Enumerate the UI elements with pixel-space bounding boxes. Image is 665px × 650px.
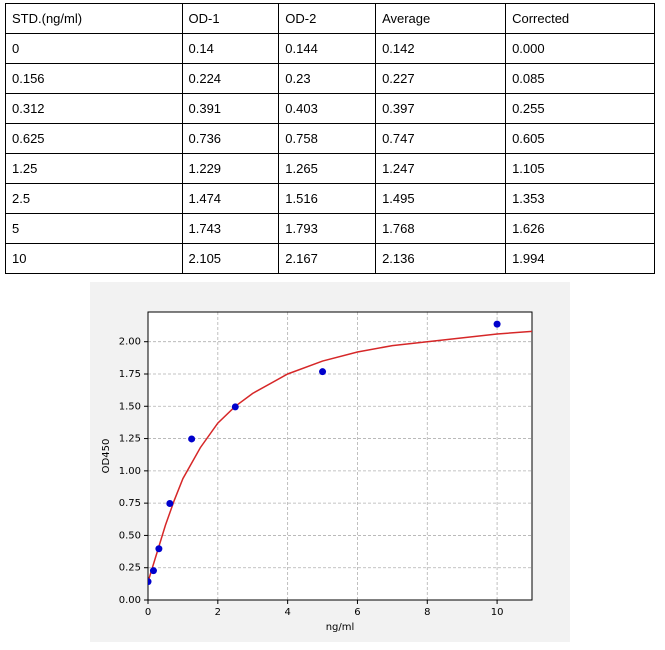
data-point bbox=[231, 403, 239, 411]
y-tick-label: 1.50 bbox=[119, 401, 141, 412]
x-tick-label: 8 bbox=[424, 607, 430, 618]
y-tick-label: 0.50 bbox=[119, 530, 141, 541]
table-cell: 1.626 bbox=[505, 213, 655, 244]
table-cell: 0.397 bbox=[375, 93, 507, 124]
table-cell: 1.105 bbox=[505, 153, 655, 184]
x-tick-label: 4 bbox=[284, 607, 290, 618]
table-cell: 1.994 bbox=[505, 243, 655, 274]
table-cell: 10 bbox=[5, 243, 183, 274]
table-cell: OD-1 bbox=[181, 3, 280, 34]
table-cell: 0.312 bbox=[5, 93, 183, 124]
table-cell: 2.5 bbox=[5, 183, 183, 214]
y-tick-label: 2.00 bbox=[119, 337, 141, 348]
table-row: 0 0.14 0.144 0.142 0.000 bbox=[5, 33, 655, 64]
x-tick-label: 0 bbox=[145, 607, 151, 618]
data-point bbox=[188, 435, 196, 443]
x-tick-label: 6 bbox=[354, 607, 360, 618]
y-axis-label: OD450 bbox=[101, 439, 112, 474]
table-cell: Corrected bbox=[505, 3, 655, 34]
y-tick-label: 0.25 bbox=[119, 563, 141, 574]
x-axis-label: ng/ml bbox=[326, 622, 355, 633]
table-cell: 2.105 bbox=[181, 243, 280, 274]
table-cell: 0.144 bbox=[278, 33, 377, 64]
header-row: STD.(ng/ml) OD-1 OD-2 Average Corrected bbox=[5, 3, 655, 34]
table-cell: 0.747 bbox=[375, 123, 507, 154]
y-tick-label: 1.00 bbox=[119, 466, 141, 477]
data-point bbox=[493, 320, 501, 328]
table-cell: 0.403 bbox=[278, 93, 377, 124]
y-tick-label: 0.75 bbox=[119, 498, 141, 509]
table-cell: 1.353 bbox=[505, 183, 655, 214]
y-tick-label: 1.25 bbox=[119, 434, 141, 445]
x-tick-label: 2 bbox=[215, 607, 221, 618]
table-cell: Average bbox=[375, 3, 507, 34]
table-cell: 1.229 bbox=[181, 153, 280, 184]
table-row: 10 2.105 2.167 2.136 1.994 bbox=[5, 243, 655, 274]
table-cell: 0.736 bbox=[181, 123, 280, 154]
table-cell: 0.23 bbox=[278, 63, 377, 94]
table-cell: STD.(ng/ml) bbox=[5, 3, 183, 34]
fit-curve bbox=[148, 330, 532, 583]
data-point bbox=[166, 500, 174, 508]
data-point bbox=[149, 567, 157, 575]
table-cell: 1.793 bbox=[278, 213, 377, 244]
plot-area bbox=[148, 312, 532, 600]
data-point bbox=[155, 545, 163, 553]
y-tick-label: 1.75 bbox=[119, 369, 141, 380]
axes-frame bbox=[147, 311, 533, 601]
table-cell: 0.227 bbox=[375, 63, 507, 94]
y-tick-label: 0.00 bbox=[119, 595, 141, 606]
table-cell: 1.768 bbox=[375, 213, 507, 244]
table-cell: 2.136 bbox=[375, 243, 507, 274]
data-point bbox=[319, 368, 327, 376]
table-row: 5 1.743 1.793 1.768 1.626 bbox=[5, 213, 655, 244]
table-cell: 1.247 bbox=[375, 153, 507, 184]
table-cell: 2.167 bbox=[278, 243, 377, 274]
table-row: 0.312 0.391 0.403 0.397 0.255 bbox=[5, 93, 655, 124]
data-point bbox=[148, 578, 152, 586]
data-table: STD.(ng/ml) OD-1 OD-2 Average Corrected 0 0.14… bbox=[5, 3, 655, 274]
x-tick-label: 10 bbox=[491, 607, 504, 618]
table-cell: 0.14 bbox=[181, 33, 280, 64]
